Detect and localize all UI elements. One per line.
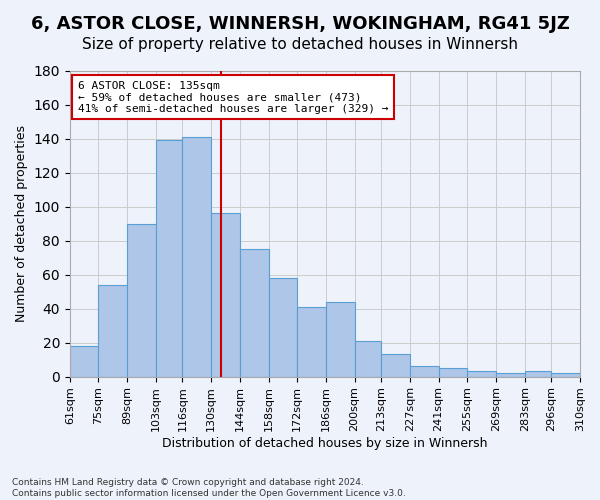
Bar [381,354,410,376]
Bar [439,368,467,376]
Text: Size of property relative to detached houses in Winnersh: Size of property relative to detached ho… [82,38,518,52]
Bar [127,224,156,376]
Text: 6, ASTOR CLOSE, WINNERSH, WOKINGHAM, RG41 5JZ: 6, ASTOR CLOSE, WINNERSH, WOKINGHAM, RG4… [31,15,569,33]
Bar [70,346,98,376]
Y-axis label: Number of detached properties: Number of detached properties [15,125,28,322]
Bar [410,366,439,376]
Bar [98,285,127,376]
Bar [297,307,326,376]
Text: 6 ASTOR CLOSE: 135sqm
← 59% of detached houses are smaller (473)
41% of semi-det: 6 ASTOR CLOSE: 135sqm ← 59% of detached … [78,80,388,114]
Bar [269,278,297,376]
Bar [524,372,551,376]
Bar [326,302,355,376]
Bar [551,373,580,376]
Bar [467,372,496,376]
Bar [211,214,240,376]
Text: Contains HM Land Registry data © Crown copyright and database right 2024.
Contai: Contains HM Land Registry data © Crown c… [12,478,406,498]
Bar [355,341,381,376]
Bar [182,137,211,376]
X-axis label: Distribution of detached houses by size in Winnersh: Distribution of detached houses by size … [162,437,488,450]
Bar [240,249,269,376]
Bar [496,373,524,376]
Bar [156,140,182,376]
